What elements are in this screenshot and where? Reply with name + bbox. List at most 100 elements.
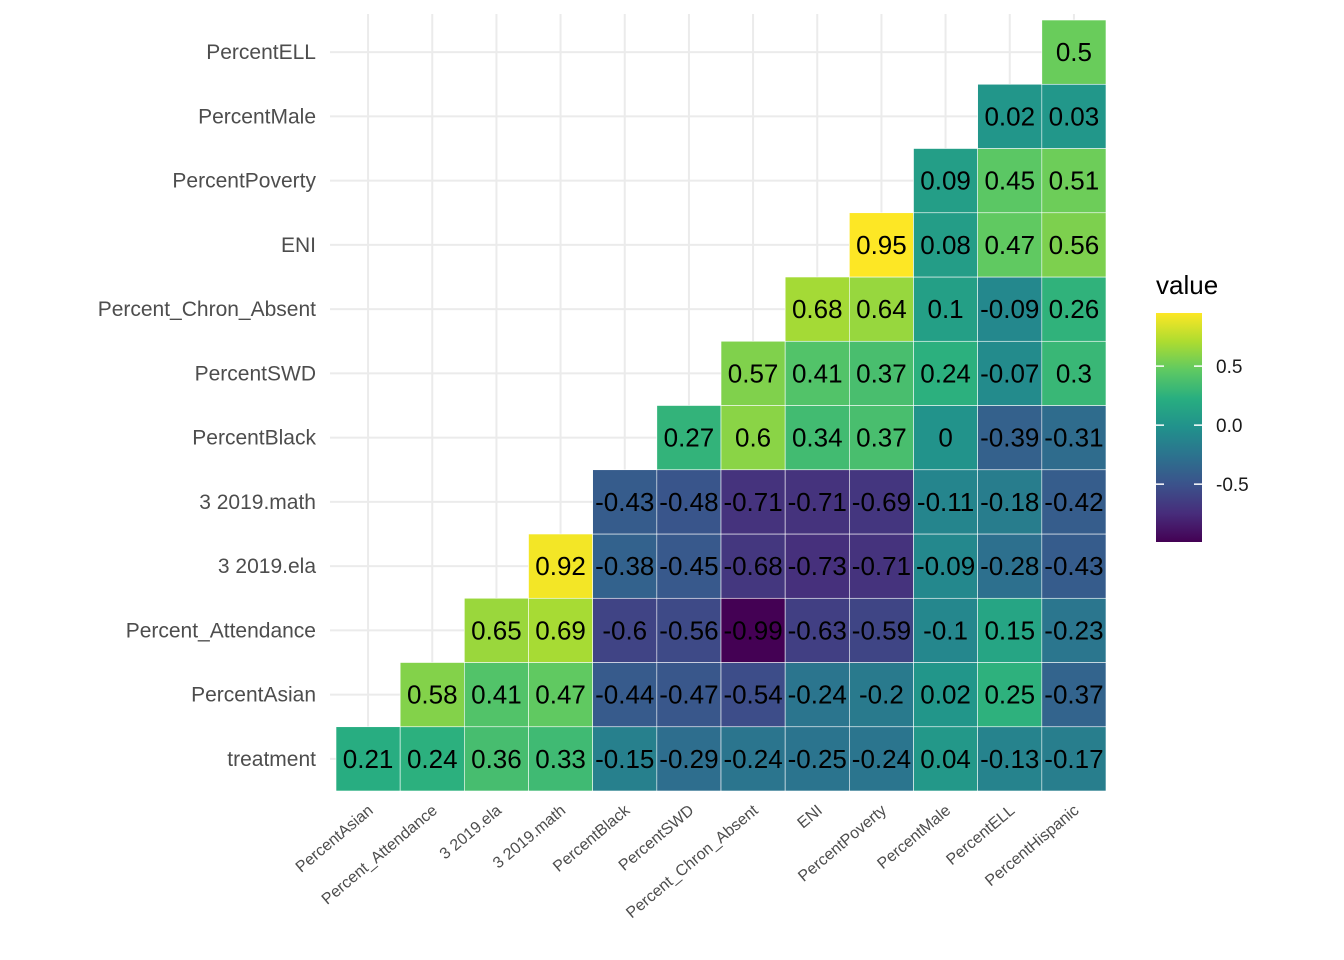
y-tick-label: PercentSWD — [195, 362, 316, 385]
heatmap-cell — [977, 276, 1043, 342]
cell-value-label: -0.37 — [1044, 680, 1103, 710]
cell-value-label: -0.39 — [980, 423, 1039, 453]
heatmap-cell — [913, 212, 978, 278]
heatmap-cell — [720, 533, 786, 599]
heatmap-cell — [464, 597, 529, 663]
cell-value-label: -0.73 — [788, 551, 847, 581]
cell-value-label: 0.15 — [984, 615, 1035, 645]
x-tick-label: Percent_Chron_Absent — [623, 802, 762, 922]
heatmap-cell — [913, 726, 978, 792]
cell-value-label: -0.07 — [980, 358, 1039, 388]
heatmap-cell — [913, 597, 978, 663]
heatmap-cell — [528, 662, 593, 728]
cell-value-label: -0.11 — [917, 487, 974, 517]
heatmap-cell — [1041, 533, 1107, 599]
heatmap-cell — [913, 276, 978, 342]
cell-value-label: 0.36 — [471, 744, 522, 774]
heatmap-cell — [849, 533, 914, 599]
cell-value-label: -0.17 — [1044, 744, 1103, 774]
cell-value-label: 0.51 — [1049, 166, 1100, 196]
heatmap-cell — [977, 469, 1043, 535]
cell-value-label: -0.63 — [788, 615, 847, 645]
heatmap-cell — [849, 726, 914, 792]
cell-value-label: -0.43 — [595, 487, 654, 517]
cell-value-label: 0.37 — [856, 423, 907, 453]
heatmap-cell — [720, 340, 786, 406]
heatmap-cell — [399, 662, 465, 728]
heatmap-cell — [784, 533, 850, 599]
cell-value-label: 0.69 — [535, 615, 586, 645]
heatmap-cell — [656, 533, 722, 599]
y-tick-label: PercentMale — [198, 105, 316, 128]
cell-value-label: 0.33 — [535, 744, 586, 774]
cell-value-label: -0.38 — [595, 551, 654, 581]
heatmap-cell — [399, 726, 465, 792]
heatmap-cell — [656, 662, 722, 728]
cell-value-label: -0.24 — [852, 744, 911, 774]
y-tick-label: PercentPoverty — [172, 170, 316, 193]
heatmap-cell — [977, 533, 1043, 599]
heatmap-cell — [977, 340, 1043, 406]
cell-value-label: -0.1 — [923, 615, 968, 645]
y-tick-label: Percent_Attendance — [126, 619, 316, 642]
cell-value-label: -0.69 — [852, 487, 911, 517]
legend-tick-label: 0.5 — [1216, 357, 1242, 378]
heatmap-cell — [720, 726, 786, 792]
cell-value-label: -0.29 — [659, 744, 718, 774]
cell-value-label: -0.2 — [859, 680, 904, 710]
heatmap-cell — [1041, 340, 1107, 406]
heatmap-cell — [849, 597, 914, 663]
heatmap-cell — [1041, 405, 1107, 471]
x-tick-label: Percent_Attendance — [319, 802, 441, 908]
cell-value-label: 0.1 — [928, 294, 964, 324]
heatmap-cell — [913, 533, 978, 599]
cell-value-label: 0.47 — [984, 230, 1035, 260]
cell-value-label: 0.03 — [1049, 101, 1100, 131]
cell-value-label: -0.24 — [723, 744, 782, 774]
heatmap-cell — [720, 662, 786, 728]
y-tick-label: 3 2019.ela — [218, 555, 316, 578]
y-tick-label: PercentELL — [206, 41, 316, 64]
cell-value-label: 0.68 — [792, 294, 843, 324]
cell-value-label: -0.42 — [1044, 487, 1103, 517]
cell-value-label: 0.25 — [984, 680, 1035, 710]
heatmap-cell — [592, 533, 658, 599]
y-tick-label: 3 2019.math — [199, 491, 316, 514]
heatmap-cell — [720, 597, 786, 663]
cell-value-label: 0.5 — [1056, 37, 1092, 67]
heatmap-cell — [913, 148, 978, 214]
cell-value-label: -0.31 — [1044, 423, 1103, 453]
heatmap-cell — [528, 533, 593, 599]
y-tick-label: PercentBlack — [192, 427, 316, 450]
cell-value-label: 0 — [938, 423, 952, 453]
legend-tick-label: -0.5 — [1216, 475, 1249, 496]
heatmap-cell — [656, 726, 722, 792]
cell-value-label: -0.47 — [659, 680, 718, 710]
heatmap-cell — [464, 662, 529, 728]
cell-value-label: 0.58 — [407, 680, 458, 710]
cell-value-label: -0.15 — [595, 744, 654, 774]
heatmap-cell — [592, 469, 658, 535]
heatmap-cell — [913, 405, 978, 471]
heatmap-cell — [592, 662, 658, 728]
cell-value-label: 0.3 — [1056, 358, 1092, 388]
cell-value-label: 0.24 — [407, 744, 458, 774]
cell-value-label: -0.43 — [1044, 551, 1103, 581]
cell-value-label: -0.56 — [659, 615, 718, 645]
heatmap-cell — [977, 148, 1043, 214]
cell-value-label: 0.27 — [664, 423, 715, 453]
cell-value-label: 0.47 — [535, 680, 586, 710]
cell-value-label: -0.71 — [723, 487, 782, 517]
legend-colorbar — [1156, 313, 1202, 542]
cell-value-label: -0.09 — [980, 294, 1039, 324]
heatmap-cell — [784, 597, 850, 663]
y-tick-label: ENI — [281, 234, 316, 257]
cell-value-label: -0.13 — [980, 744, 1039, 774]
cell-value-label: -0.24 — [788, 680, 847, 710]
cell-value-label: 0.37 — [856, 358, 907, 388]
cell-value-label: 0.21 — [343, 744, 394, 774]
cell-value-label: 0.56 — [1049, 230, 1100, 260]
heatmap-cell — [784, 469, 850, 535]
